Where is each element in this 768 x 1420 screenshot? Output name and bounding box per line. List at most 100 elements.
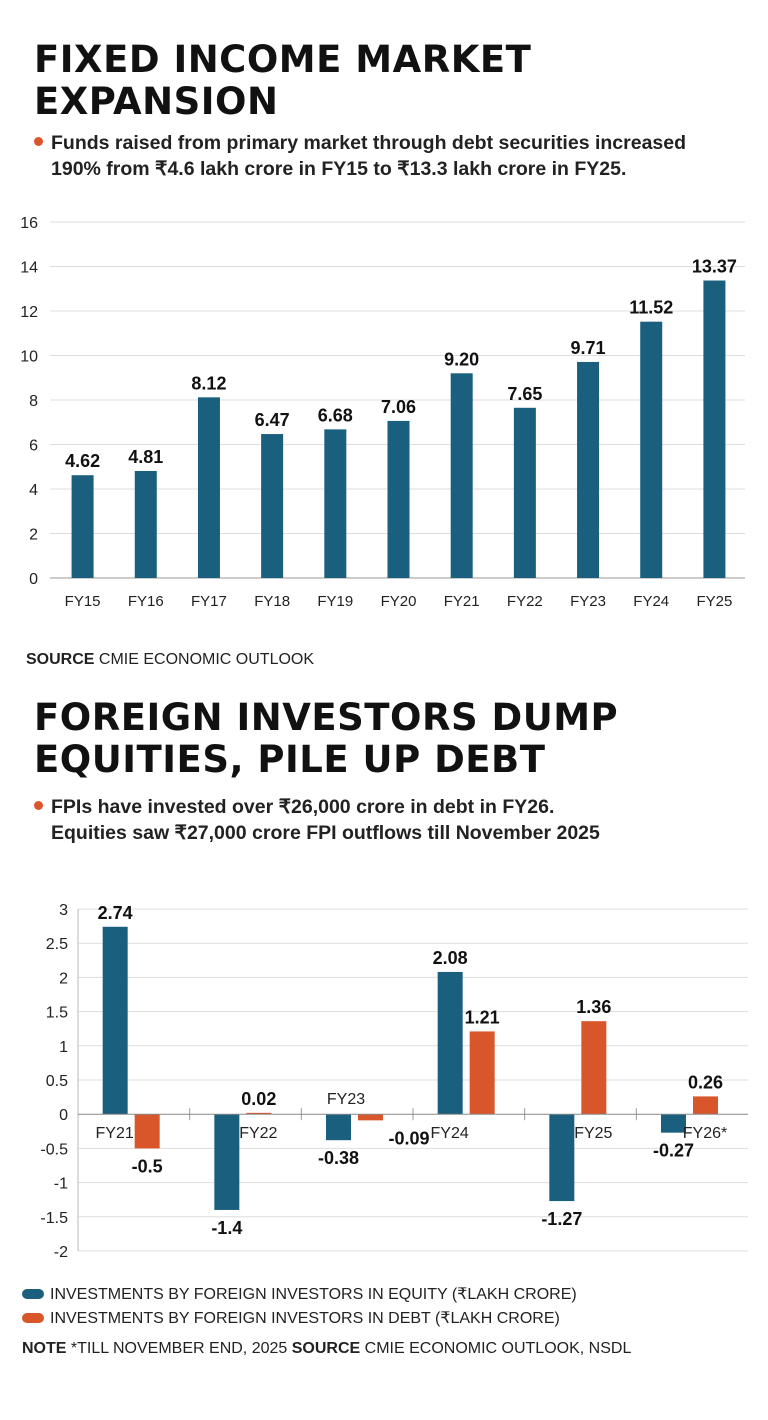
bullet-icon bbox=[34, 801, 43, 810]
data-label: 7.06 bbox=[381, 397, 416, 417]
bar-equity bbox=[437, 971, 463, 1115]
chart1-source: SOURCE CMIE ECONOMIC OUTLOOK bbox=[26, 651, 314, 669]
legend-swatch-equity bbox=[22, 1289, 44, 1299]
y-tick-label: 12 bbox=[20, 304, 38, 321]
x-tick-label: FY22 bbox=[239, 1125, 277, 1142]
source-label: SOURCE bbox=[26, 651, 95, 668]
x-tick-label: FY23 bbox=[327, 1091, 365, 1108]
y-tick-label: 3 bbox=[59, 902, 68, 919]
y-tick-label: 0 bbox=[29, 571, 38, 588]
legend-item-debt: INVESTMENTS BY FOREIGN INVESTORS IN DEBT… bbox=[22, 1306, 577, 1330]
chart2-legend: INVESTMENTS BY FOREIGN INVESTORS IN EQUI… bbox=[22, 1282, 577, 1330]
chart2-subtitle: FPIs have invested over ₹26,000 crore in… bbox=[34, 794, 600, 846]
bullet-icon bbox=[34, 137, 43, 146]
y-tick-label: -2 bbox=[54, 1244, 68, 1261]
x-tick-label: FY15 bbox=[65, 593, 101, 610]
bar-equity bbox=[214, 1114, 240, 1210]
x-tick-label: FY25 bbox=[574, 1125, 612, 1142]
chart2-title-line1: FOREIGN INVESTORS DUMP bbox=[34, 696, 619, 739]
x-tick-label: FY20 bbox=[381, 593, 417, 610]
legend-swatch-debt bbox=[22, 1313, 44, 1323]
source-text: CMIE ECONOMIC OUTLOOK, NSDL bbox=[364, 1340, 632, 1357]
bar-equity bbox=[661, 1114, 686, 1133]
data-label: 1.36 bbox=[576, 997, 611, 1017]
bar bbox=[261, 434, 284, 578]
data-label: 13.37 bbox=[692, 257, 737, 277]
bar-debt bbox=[134, 1114, 160, 1149]
y-tick-label: 0.5 bbox=[46, 1073, 68, 1090]
bar-debt bbox=[469, 1031, 495, 1115]
x-tick-label: FY16 bbox=[128, 593, 164, 610]
data-label: 7.65 bbox=[507, 384, 542, 404]
data-label: -0.09 bbox=[388, 1128, 429, 1148]
x-tick-label: FY26* bbox=[683, 1125, 727, 1142]
bar-debt bbox=[693, 1096, 718, 1115]
data-label: -1.27 bbox=[541, 1209, 582, 1229]
data-label: 9.71 bbox=[571, 338, 606, 358]
bar bbox=[324, 429, 347, 578]
bar bbox=[640, 321, 663, 578]
x-tick-label: FY18 bbox=[254, 593, 290, 610]
data-label: 0.26 bbox=[688, 1072, 723, 1092]
y-tick-label: 2 bbox=[29, 527, 38, 544]
bar bbox=[197, 397, 220, 578]
chart1-title-line2: EXPANSION bbox=[34, 80, 279, 123]
data-label: 11.52 bbox=[629, 298, 673, 318]
x-tick-label: FY17 bbox=[191, 593, 227, 610]
data-label: 6.47 bbox=[255, 410, 290, 430]
bar-equity bbox=[326, 1114, 351, 1141]
data-label: 4.81 bbox=[128, 447, 163, 467]
bar-debt bbox=[358, 1114, 383, 1121]
bar bbox=[513, 407, 536, 578]
data-label: 4.62 bbox=[65, 451, 100, 471]
data-label: 8.12 bbox=[191, 373, 226, 393]
y-tick-label: -0.5 bbox=[40, 1141, 68, 1158]
x-tick-label: FY21 bbox=[444, 593, 480, 610]
chart1-title-line1: FIXED INCOME MARKET bbox=[34, 38, 532, 81]
y-tick-label: 6 bbox=[29, 438, 38, 455]
bar bbox=[450, 373, 473, 578]
bar-debt bbox=[581, 1021, 607, 1115]
bar-debt bbox=[246, 1112, 272, 1115]
bar bbox=[387, 420, 410, 578]
y-tick-label: 0 bbox=[59, 1107, 68, 1124]
data-label: 9.20 bbox=[444, 349, 479, 369]
x-tick-label: FY25 bbox=[696, 593, 732, 610]
x-tick-label: FY24 bbox=[431, 1125, 469, 1142]
data-label: -0.27 bbox=[653, 1141, 694, 1161]
subtitle-line2: 190% from ₹4.6 lakh crore in FY15 to ₹13… bbox=[51, 158, 627, 180]
data-label: -0.5 bbox=[132, 1156, 163, 1176]
data-label: 2.08 bbox=[433, 948, 468, 968]
subtitle-line1: FPIs have invested over ₹26,000 crore in… bbox=[51, 796, 555, 818]
subtitle-line2: Equities saw ₹27,000 crore FPI outflows … bbox=[51, 822, 600, 844]
y-tick-label: 16 bbox=[20, 215, 38, 232]
y-tick-label: 4 bbox=[29, 482, 38, 499]
bar-equity bbox=[102, 926, 128, 1115]
data-label: 6.68 bbox=[318, 405, 353, 425]
chart1-subtitle: Funds raised from primary market through… bbox=[34, 130, 686, 182]
data-label: 2.74 bbox=[98, 903, 133, 923]
y-tick-label: 14 bbox=[20, 260, 38, 277]
x-tick-label: FY19 bbox=[317, 593, 353, 610]
legend-label-debt: INVESTMENTS BY FOREIGN INVESTORS IN DEBT… bbox=[50, 1310, 560, 1327]
data-label: 0.02 bbox=[241, 1089, 276, 1109]
note-text: *TILL NOVEMBER END, 2025 bbox=[70, 1340, 288, 1357]
legend-item-equity: INVESTMENTS BY FOREIGN INVESTORS IN EQUI… bbox=[22, 1282, 577, 1306]
y-tick-label: 10 bbox=[20, 349, 38, 366]
bar bbox=[71, 475, 94, 578]
y-tick-label: 2 bbox=[59, 970, 68, 987]
y-tick-label: -1 bbox=[54, 1176, 68, 1193]
bar bbox=[577, 361, 600, 578]
bar bbox=[134, 470, 157, 578]
chart2-note-source: NOTE *TILL NOVEMBER END, 2025 SOURCE CMI… bbox=[22, 1340, 631, 1358]
x-tick-label: FY22 bbox=[507, 593, 543, 610]
y-tick-label: 1.5 bbox=[46, 1005, 68, 1022]
x-tick-label: FY21 bbox=[96, 1125, 134, 1142]
subtitle-line1: Funds raised from primary market through… bbox=[51, 132, 687, 154]
chart2-svg: -2 -1.5 -1 -0.5 0 0.5 1 1.5 2 2.5 3 2.74 -0.5 FY21 -1.… bbox=[40, 902, 748, 1261]
data-label: 1.21 bbox=[465, 1007, 500, 1027]
bar-equity bbox=[549, 1114, 575, 1202]
chart2-title-line2: EQUITIES, PILE UP DEBT bbox=[34, 738, 546, 781]
chart1-svg: 0 2 4 6 8 10 12 14 16 4.62 FY15 4.81 FY16 8.12 FY17 6.4… bbox=[20, 215, 745, 610]
x-tick-label: FY23 bbox=[570, 593, 606, 610]
